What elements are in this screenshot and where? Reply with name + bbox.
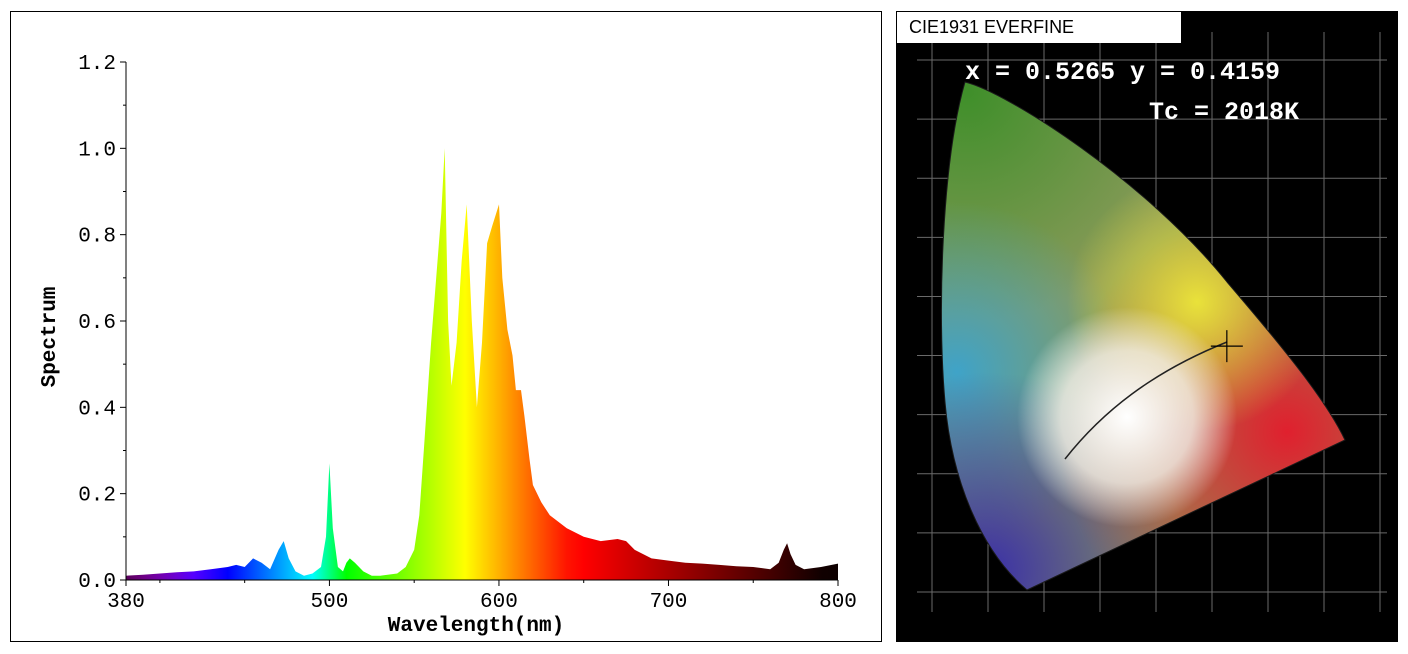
color-temperature-readout: Tc = 2018K <box>1149 98 1300 127</box>
spectrum-chart-panel: 0.0 0.2 0.4 0.6 0.8 1.0 1.2 380 500 600 700 800 Wav… <box>10 11 882 642</box>
y-tick-label: 0.6 <box>78 312 116 335</box>
chromaticity-xy-readout: x = 0.5265 y = 0.4159 <box>965 58 1281 87</box>
spectrum-chart: 0.0 0.2 0.4 0.6 0.8 1.0 1.2 380 500 600 700 800 Wav… <box>39 53 857 638</box>
y-tick-label: 1.2 <box>78 53 116 76</box>
cie-diagram-panel: CIE1931 EVERFINE x = 0.5265 y = 0.4159 T… <box>896 11 1398 642</box>
x-tick-label: 600 <box>480 591 518 614</box>
x-tick-label: 700 <box>650 591 688 614</box>
spectral-locus-outline <box>940 81 1346 591</box>
cie-chromaticity-diagram <box>917 32 1387 612</box>
y-tick-label: 0.2 <box>78 485 116 508</box>
x-tick-label: 380 <box>107 591 145 614</box>
y-axis-label: Spectrum <box>39 287 62 388</box>
x-tick-label: 800 <box>819 591 857 614</box>
y-tick-label: 0.4 <box>78 398 116 421</box>
spectral-locus-fill <box>941 82 1345 590</box>
chromaticity-point-marker <box>1210 330 1243 363</box>
x-axis-label: Wavelength(nm) <box>388 615 564 638</box>
spectrum-area <box>126 148 838 581</box>
x-tick-label: 500 <box>311 591 349 614</box>
y-tick-label: 0.0 <box>78 571 116 594</box>
y-tick-label: 1.0 <box>78 139 116 162</box>
cie-title: CIE1931 EVERFINE <box>897 12 1181 43</box>
y-tick-label: 0.8 <box>78 226 116 249</box>
planckian-locus <box>1064 341 1228 460</box>
